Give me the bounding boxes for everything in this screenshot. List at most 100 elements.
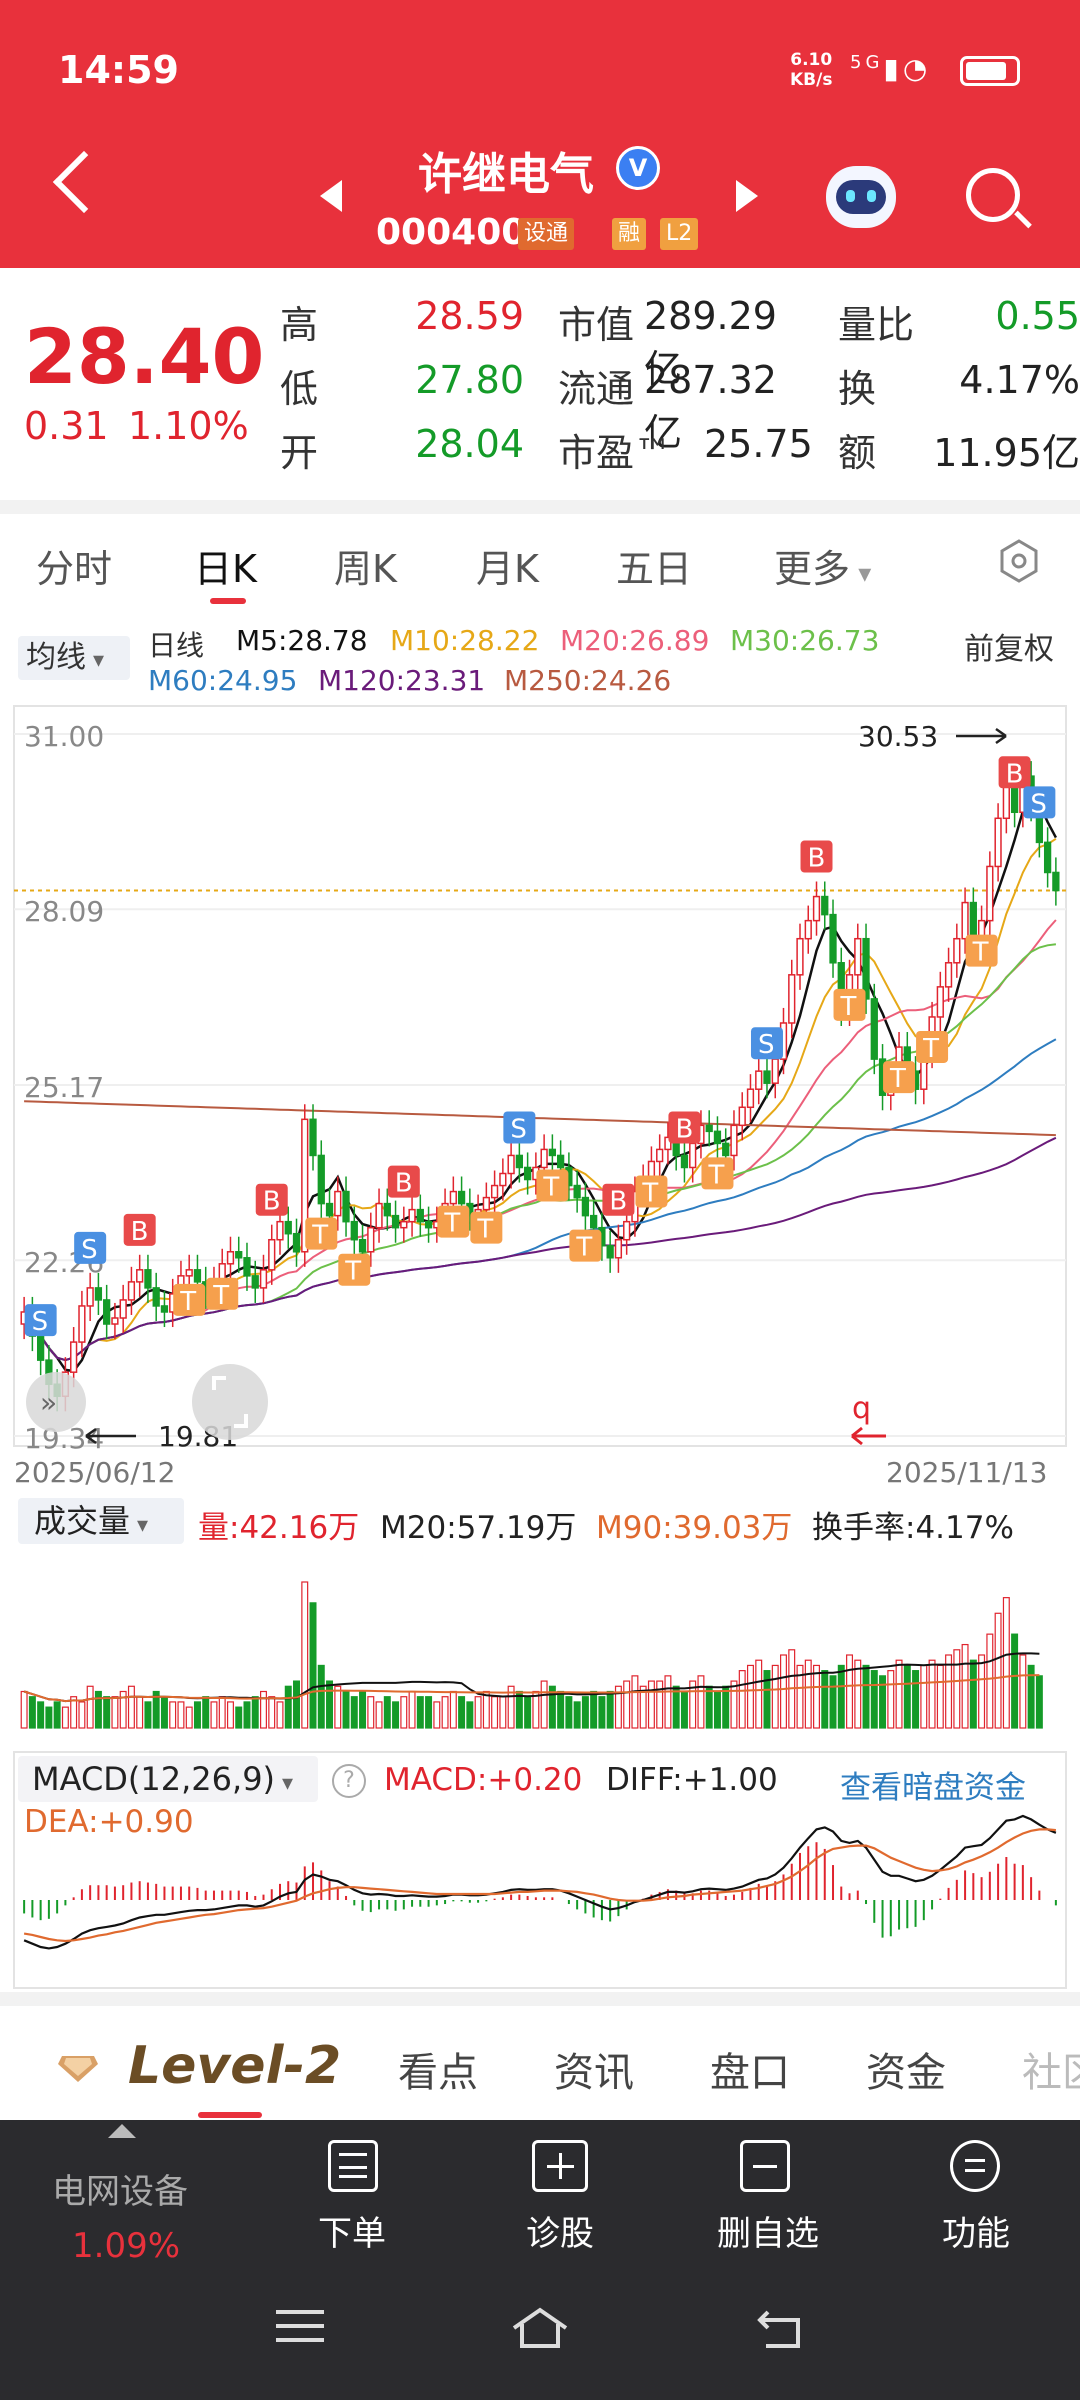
marker-s[interactable]: [24, 1304, 57, 1337]
volume-indicator-selector[interactable]: 成交量 ▾: [18, 1498, 184, 1544]
marker-label: T: [922, 1034, 939, 1064]
menu-icon[interactable]: [276, 2306, 324, 2346]
candle: [334, 1190, 342, 1217]
tab-five-day[interactable]: 五日: [616, 547, 693, 591]
candle: [449, 1190, 457, 1205]
diagnose-icon[interactable]: [532, 2140, 588, 2192]
volume-bar: [565, 1696, 573, 1729]
sector-change-pct: 1.09%: [72, 2226, 181, 2266]
remove-watch-icon[interactable]: [740, 2140, 790, 2192]
marker-t[interactable]: [470, 1211, 503, 1244]
fullscreen-control-icon[interactable]: [192, 1364, 268, 1440]
volume-bar: [780, 1654, 787, 1729]
level2-tab[interactable]: Level-2: [128, 2036, 342, 2096]
volume-bar: [350, 1696, 358, 1729]
amount-label: 额: [838, 431, 877, 475]
candle: [862, 937, 870, 1000]
diagnose-button[interactable]: 诊股: [526, 2214, 594, 2254]
marker-t[interactable]: [883, 1061, 916, 1094]
tab-monthly-k[interactable]: 月K: [476, 547, 539, 591]
ma-selector[interactable]: 均线 ▾: [18, 636, 130, 680]
back-icon[interactable]: [756, 2306, 806, 2350]
remove-watch-button[interactable]: 删自选: [717, 2214, 819, 2254]
volume-bar: [103, 1696, 111, 1729]
tab-more[interactable]: 更多 ▾: [774, 538, 871, 593]
pe-label: 市盈™: [558, 431, 673, 475]
help-icon[interactable]: ?: [332, 1764, 366, 1798]
chart-overlay-controls[interactable]: » q: [26, 1364, 886, 1446]
marker-t[interactable]: [701, 1157, 734, 1190]
marker-b[interactable]: [602, 1183, 635, 1216]
tab-highlights[interactable]: 看点: [398, 2050, 478, 2096]
start-date: 2025/06/12: [14, 1456, 176, 1489]
marker-label: T: [344, 1257, 361, 1287]
marker-s[interactable]: [503, 1111, 536, 1144]
functions-button[interactable]: 功能: [942, 2214, 1010, 2254]
sector-name[interactable]: 电网设备: [52, 2172, 188, 2212]
marker-b[interactable]: [998, 756, 1031, 789]
order-button[interactable]: 下单: [318, 2214, 386, 2254]
volume-bar: [268, 1696, 276, 1729]
price-adjust-toggle[interactable]: 前复权: [964, 632, 1054, 667]
search-icon[interactable]: [966, 168, 1020, 222]
marker-t[interactable]: [569, 1229, 602, 1262]
candle: [160, 1305, 169, 1313]
marker-s[interactable]: [74, 1231, 107, 1264]
open-value: 28.04: [415, 422, 524, 466]
dark-pool-link[interactable]: 查看暗盘资金: [840, 1770, 1026, 1806]
prev-stock-icon[interactable]: [320, 180, 342, 212]
marker-t[interactable]: [833, 988, 866, 1021]
marker-t[interactable]: [635, 1175, 668, 1208]
marker-b[interactable]: [668, 1111, 701, 1144]
candle: [523, 1166, 532, 1181]
tab-intraday[interactable]: 分时: [36, 547, 113, 591]
tab-daily-k[interactable]: 日K: [194, 547, 257, 591]
annotation-q: q: [852, 1391, 871, 1426]
marker-s[interactable]: [1023, 786, 1056, 819]
candle: [482, 1196, 490, 1211]
ai-assistant-icon[interactable]: [826, 166, 896, 228]
expand-up-icon[interactable]: [108, 2124, 136, 2138]
marker-b[interactable]: [800, 840, 833, 873]
tab-orderbook[interactable]: 盘口: [710, 2050, 790, 2096]
marker-b[interactable]: [123, 1213, 156, 1246]
marker-t[interactable]: [173, 1283, 206, 1316]
home-icon[interactable]: [510, 2306, 570, 2350]
marker-t[interactable]: [437, 1205, 470, 1238]
volume-bar: [317, 1664, 325, 1729]
volume-bar: [1035, 1675, 1043, 1729]
chart-settings-icon[interactable]: [996, 538, 1042, 584]
marker-b[interactable]: [387, 1165, 420, 1198]
collapse-control-icon[interactable]: [26, 1372, 86, 1432]
candle: [1043, 841, 1052, 874]
marker-t[interactable]: [965, 934, 998, 967]
marker-t[interactable]: [338, 1253, 371, 1286]
tab-news[interactable]: 资讯: [554, 2050, 634, 2096]
tab-funds[interactable]: 资金: [866, 2050, 946, 2096]
macd-indicator-selector[interactable]: MACD(12,26,9) ▾: [18, 1756, 318, 1802]
back-arrow-icon[interactable]: [52, 150, 116, 214]
marker-b[interactable]: [255, 1183, 288, 1216]
marker-t[interactable]: [305, 1217, 338, 1250]
marker-t[interactable]: [206, 1277, 239, 1310]
functions-icon[interactable]: [950, 2140, 1000, 2192]
volume-chart[interactable]: [0, 1540, 1080, 1740]
tab-community[interactable]: 社区: [1022, 2050, 1080, 2096]
candle: [936, 986, 944, 1018]
next-stock-icon[interactable]: [736, 180, 758, 212]
candle: [119, 1299, 127, 1319]
volume-bar: [697, 1675, 705, 1729]
volume-bar: [326, 1680, 334, 1729]
marker-t[interactable]: [916, 1030, 949, 1063]
marker-t[interactable]: [536, 1169, 569, 1202]
volume-bar: [416, 1696, 424, 1729]
candle: [127, 1281, 136, 1301]
order-icon[interactable]: [328, 2140, 378, 2192]
marker-s[interactable]: [750, 1027, 783, 1060]
macd-chart[interactable]: [0, 1750, 1080, 1990]
volume-bar: [375, 1701, 383, 1729]
volume-bar: [449, 1690, 457, 1729]
tab-weekly-k[interactable]: 周K: [334, 547, 397, 591]
marker-label: B: [1006, 759, 1024, 789]
